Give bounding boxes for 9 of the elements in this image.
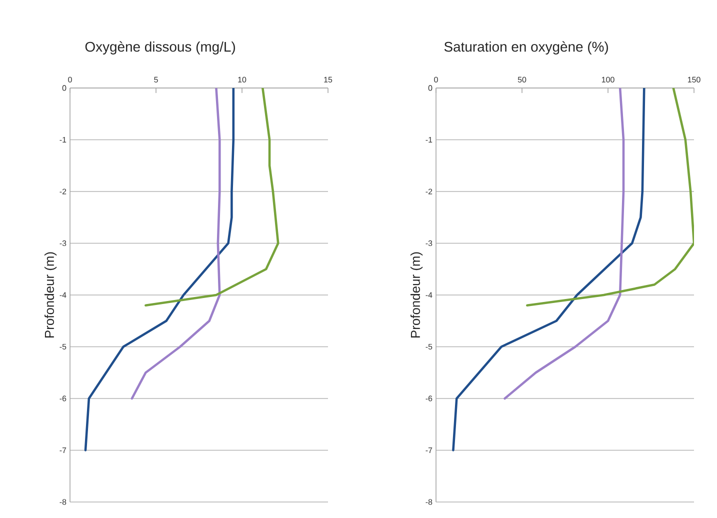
chart-title: Saturation en oxygène (%) (444, 41, 608, 54)
line-series (144, 88, 280, 306)
y-axis-title: Profondeur (m) (410, 252, 423, 338)
line-series (526, 88, 694, 306)
y-axis-title: Profondeur (m) (44, 252, 57, 338)
line-series (130, 88, 221, 400)
line-series (504, 88, 625, 400)
line-series (84, 88, 235, 452)
chart-title: Oxygène dissous (mg/L) (85, 41, 235, 54)
